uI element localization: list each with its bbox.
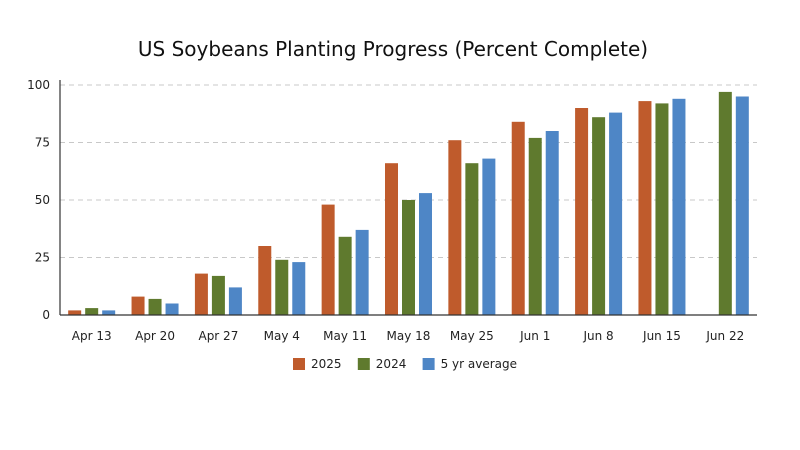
x-tick-label: Jun 1 (519, 329, 550, 343)
bar: 2025 May 11: 48 (321, 204, 335, 315)
bar: 5 yr average May 25: 68 (482, 158, 496, 315)
x-tick-label: Jun 8 (582, 329, 613, 343)
y-tick-label: 25 (35, 251, 50, 265)
chart-title: US Soybeans Planting Progress (Percent C… (138, 37, 648, 61)
bar: 5 yr average Jun 8: 88 (609, 112, 623, 315)
bar: 5 yr average May 18: 53 (419, 193, 432, 315)
bar: 2024 Jun 8: 86 (592, 117, 606, 315)
legend-label: 2024 (376, 357, 407, 371)
legend-swatch (293, 358, 305, 370)
bar: 5 yr average Jun 22: 95 (735, 96, 749, 315)
x-tick-label: May 4 (264, 329, 300, 343)
bar: 2025 Jun 8: 90 (575, 108, 589, 315)
x-tick-label: Jun 22 (705, 329, 744, 343)
bar: 5 yr average Apr 20: 5 (165, 303, 179, 315)
x-tick-label: Apr 20 (135, 329, 175, 343)
legend: 2025 2024 5 yr average (293, 357, 517, 371)
x-tick-label: May 18 (387, 329, 431, 343)
x-tick-label: Apr 27 (198, 329, 238, 343)
bar: 2024 May 18: 50 (402, 200, 415, 315)
bar: 2024 Jun 1: 77 (528, 137, 542, 315)
bar: 2024 Apr 13: 3 (85, 308, 99, 315)
x-tick-label: May 25 (450, 329, 494, 343)
bar: 2024 Apr 20: 7 (148, 298, 162, 315)
bar: 5 yr average May 4: 23 (292, 262, 306, 315)
bar: 2024 May 25: 66 (465, 163, 479, 315)
bar: 2025 May 4: 30 (258, 246, 272, 315)
bar: 2025 Apr 27: 18 (194, 273, 208, 315)
y-tick-label: 100 (27, 78, 50, 92)
x-tick-label: Jun 15 (642, 329, 681, 343)
bar: 2024 Jun 22: 97 (718, 91, 732, 316)
legend-label: 5 yr average (441, 357, 517, 371)
bar: 5 yr average Apr 27: 12 (228, 287, 242, 315)
bar: 2025 Jun 15: 93 (638, 101, 652, 315)
x-tick-label: Apr 13 (72, 329, 112, 343)
x-tick-label: May 11 (323, 329, 367, 343)
bar: 2025 Jun 1: 84 (511, 121, 525, 315)
bar: 2024 Jun 15: 92 (655, 103, 669, 316)
bar: 2024 May 11: 34 (338, 236, 352, 315)
bar: 5 yr average Apr 13: 2 (102, 310, 116, 315)
bar: 2025 May 18: 66 (385, 163, 398, 315)
bar: 2025 May 25: 76 (448, 140, 462, 315)
bar: 2025 Apr 13: 2 (68, 310, 82, 315)
bars-layer: 2025 Apr 13: 22024 Apr 13: 35 yr average… (68, 91, 749, 316)
y-tick-label: 75 (35, 136, 50, 150)
axis-layer: 0 25 50 75 100 Apr 13 Apr 20 Apr 27 May 4 May 11 M… (27, 78, 757, 343)
legend-label: 2025 (311, 357, 342, 371)
bar: 2025 Apr 20: 8 (131, 296, 145, 315)
bar: 5 yr average Jun 15: 94 (672, 98, 686, 315)
y-tick-label: 0 (42, 308, 50, 322)
bar: 5 yr average Jun 1: 80 (545, 131, 559, 315)
bar: 2024 Apr 27: 17 (211, 275, 225, 315)
bar: 5 yr average May 11: 37 (355, 229, 369, 315)
legend-swatch (357, 358, 370, 370)
bar: 2024 May 4: 24 (275, 259, 289, 315)
y-tick-label: 50 (35, 193, 50, 207)
legend-swatch (422, 358, 435, 370)
